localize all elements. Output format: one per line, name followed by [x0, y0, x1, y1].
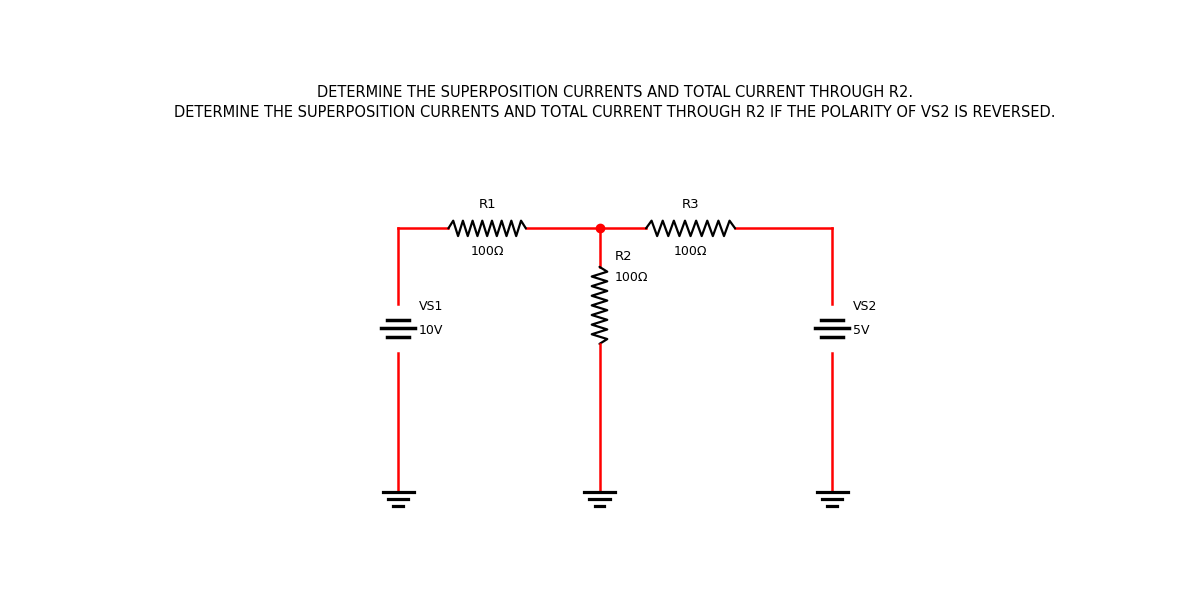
Text: VS2: VS2: [853, 300, 877, 313]
Text: 100Ω: 100Ω: [616, 271, 648, 283]
Text: 100Ω: 100Ω: [470, 245, 504, 259]
Text: DETERMINE THE SUPERPOSITION CURRENTS AND TOTAL CURRENT THROUGH R2 IF THE POLARIT: DETERMINE THE SUPERPOSITION CURRENTS AND…: [174, 106, 1056, 120]
Text: 5V: 5V: [853, 324, 870, 337]
Text: 10V: 10V: [419, 324, 443, 337]
Text: R1: R1: [479, 198, 496, 211]
Text: VS1: VS1: [419, 300, 443, 313]
Text: R2: R2: [616, 250, 632, 263]
Text: 100Ω: 100Ω: [674, 245, 707, 259]
Text: R3: R3: [682, 198, 700, 211]
Text: DETERMINE THE SUPERPOSITION CURRENTS AND TOTAL CURRENT THROUGH R2.: DETERMINE THE SUPERPOSITION CURRENTS AND…: [317, 84, 913, 100]
